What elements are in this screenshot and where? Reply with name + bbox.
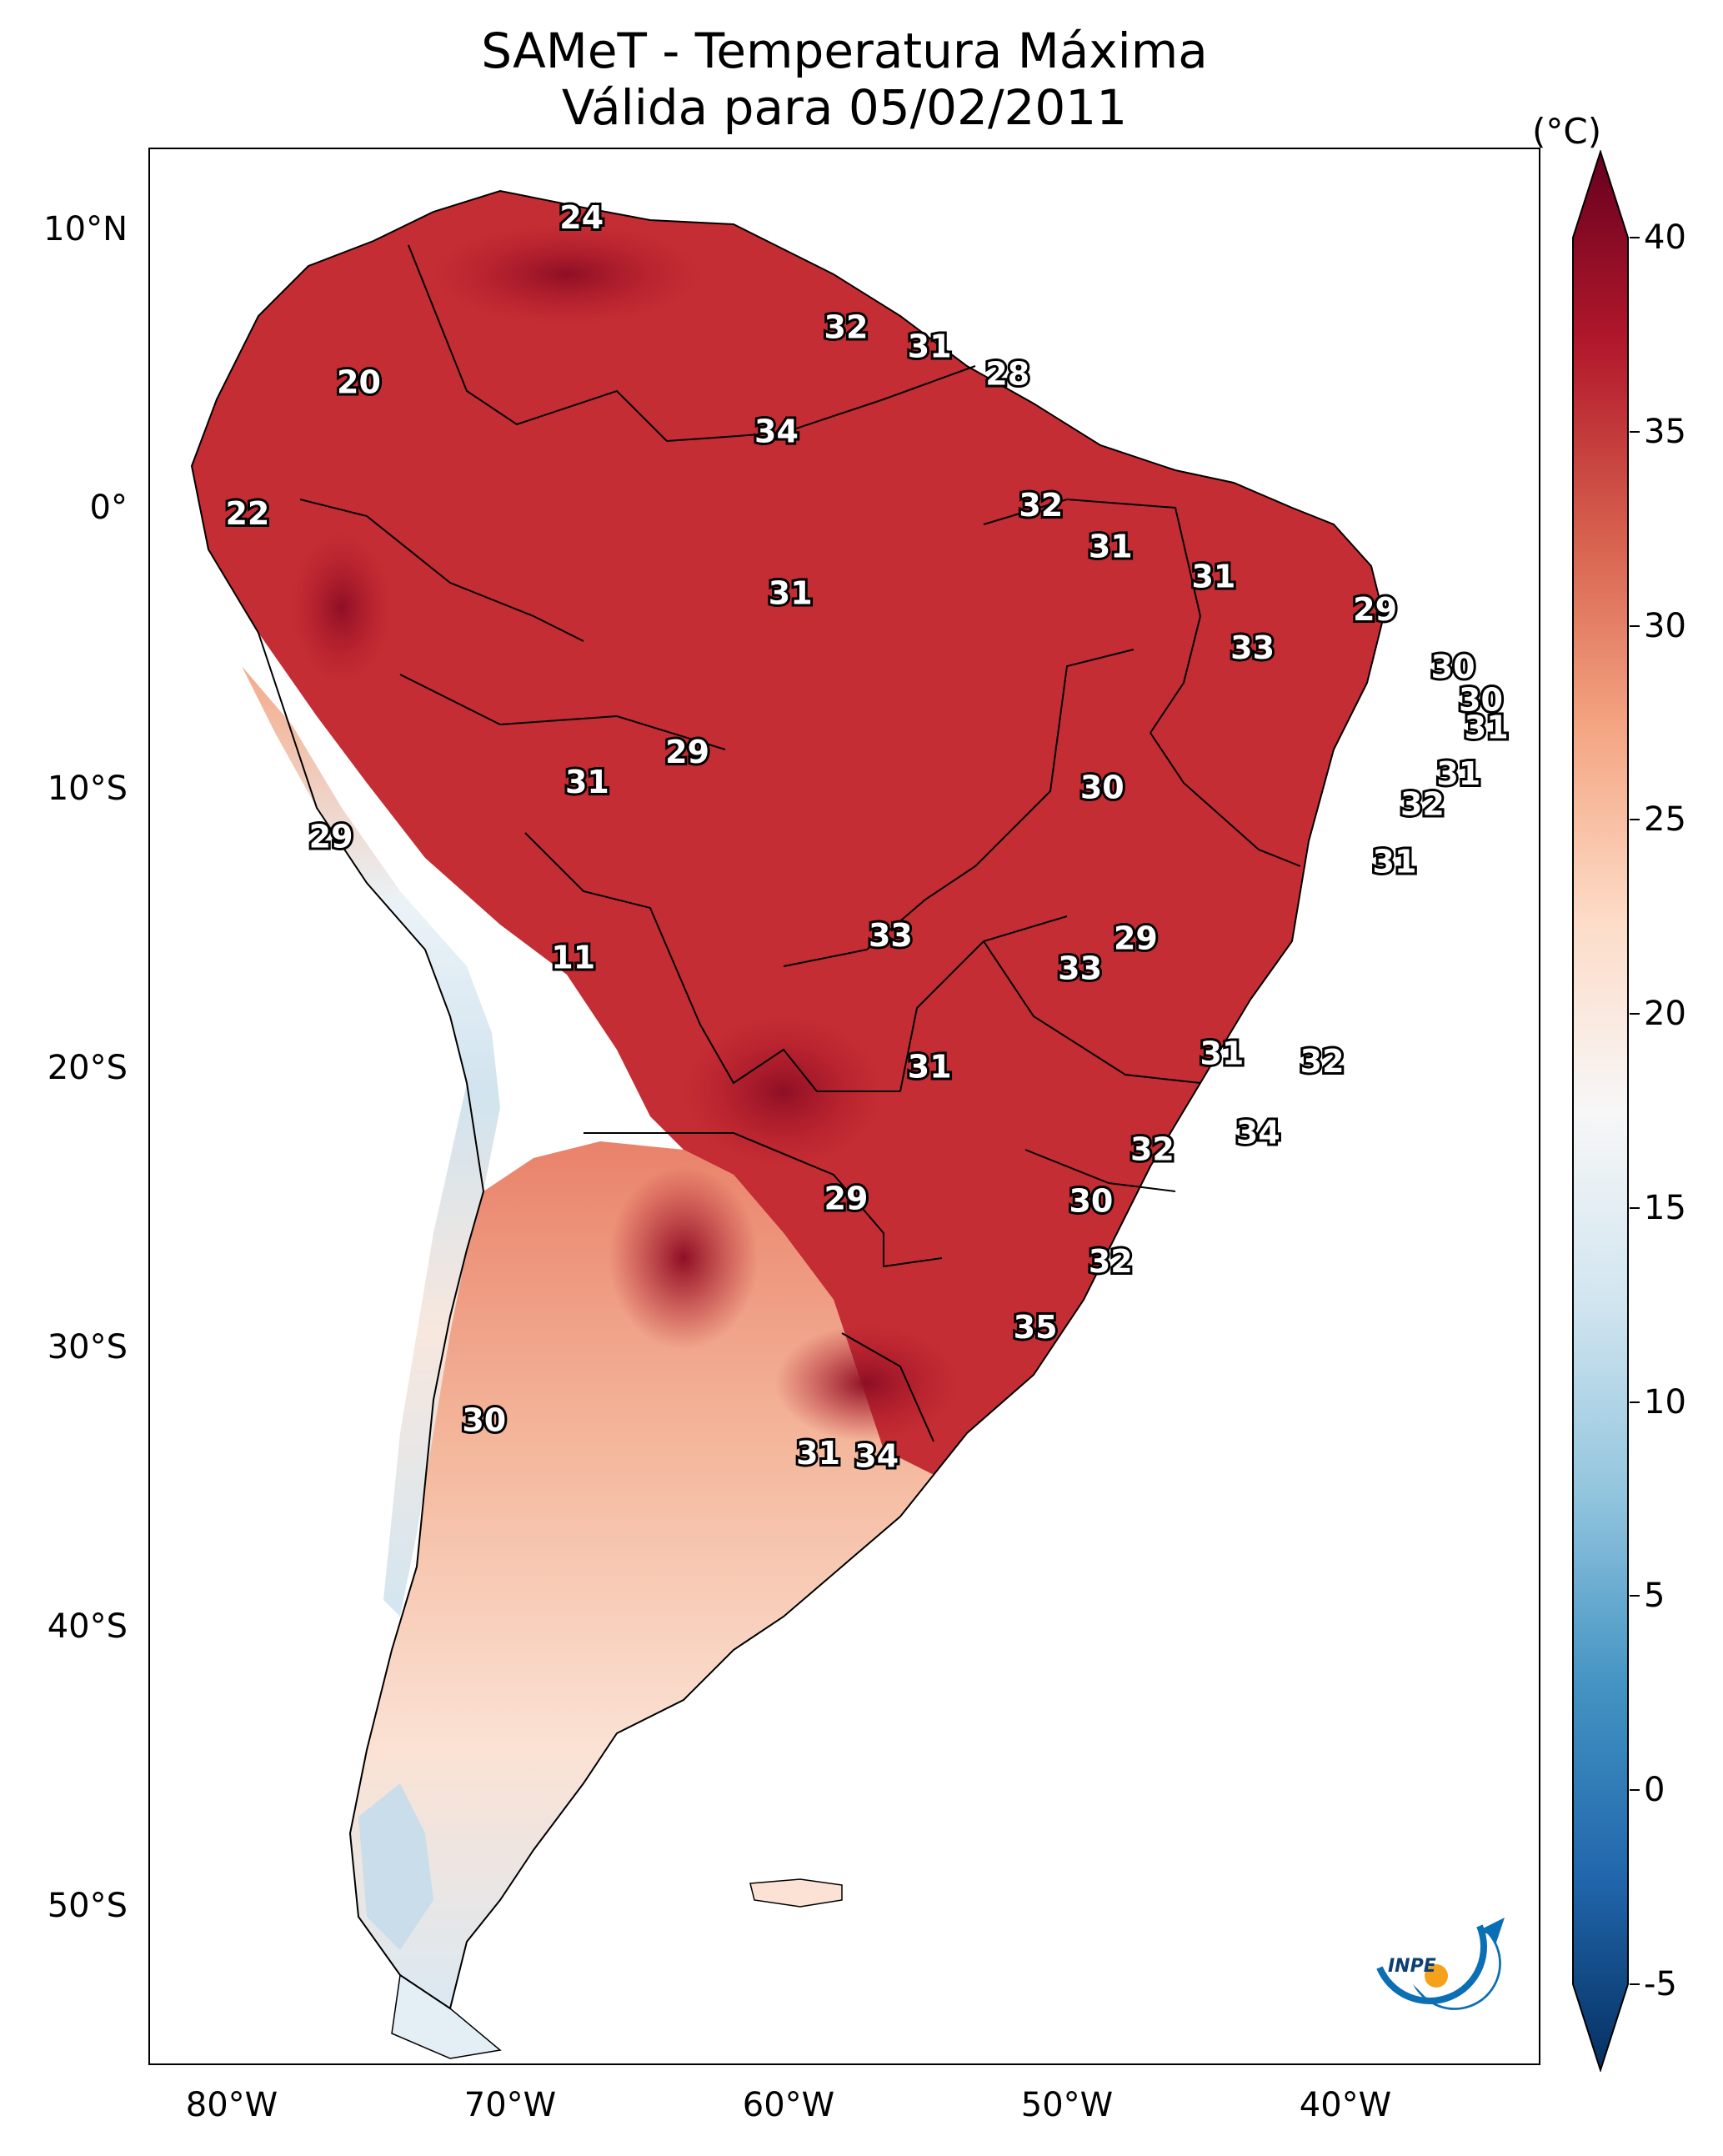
country-borders bbox=[190, 189, 1385, 2010]
lat-label-0: 0° bbox=[89, 489, 128, 527]
lat-label-20s: 20°S bbox=[47, 1049, 128, 1087]
station-value-label: 34 bbox=[754, 413, 799, 449]
colorbar-tick bbox=[1630, 430, 1640, 433]
station-value-label: 28 bbox=[985, 355, 1029, 392]
colorbar-tick-label: 40 bbox=[1644, 218, 1686, 257]
station-value-label: 31 bbox=[769, 574, 813, 611]
station-value-label: 31 bbox=[1436, 755, 1480, 792]
lon-label-50w: 50°W bbox=[1020, 2086, 1114, 2124]
map-title: SAMeT - Temperatura Máxima bbox=[481, 23, 1208, 79]
colorbar-tick bbox=[1630, 624, 1640, 627]
lat-label-10n: 10°N bbox=[43, 210, 128, 248]
colorbar-tick bbox=[1630, 1983, 1640, 1985]
station-value-label: 31 bbox=[1465, 709, 1509, 745]
colorbar-tick bbox=[1630, 819, 1640, 821]
station-value-label: 32 bbox=[824, 309, 869, 346]
inpe-logo: INPE bbox=[1376, 1918, 1505, 2010]
station-value-label: 31 bbox=[1089, 528, 1133, 564]
station-value-label: 32 bbox=[1089, 1243, 1133, 1280]
station-value-label: 11 bbox=[551, 939, 595, 975]
station-value-label: 32 bbox=[1300, 1043, 1345, 1080]
colorbar-tick-label: 0 bbox=[1644, 1771, 1665, 1810]
colorbar-tick bbox=[1630, 1789, 1640, 1792]
colorbar-tick bbox=[1630, 237, 1640, 238]
map-subtitle: Válida para 05/02/2011 bbox=[561, 79, 1128, 136]
station-value-label: 30 bbox=[1069, 1183, 1113, 1220]
lat-label-50s: 50°S bbox=[47, 1887, 128, 1925]
hot-core-peru bbox=[292, 533, 392, 683]
station-value-label: 30 bbox=[1431, 649, 1475, 685]
station-value-label: 33 bbox=[1058, 950, 1102, 986]
colorbar-tick-label: 30 bbox=[1644, 606, 1686, 645]
station-value-label: 29 bbox=[309, 819, 353, 855]
station-value-label: 32 bbox=[1400, 785, 1445, 822]
continent-north bbox=[192, 191, 1384, 1475]
colorbar-tick-label: 10 bbox=[1644, 1382, 1686, 1421]
station-value-label: 32 bbox=[1130, 1131, 1175, 1167]
station-value-label: 32 bbox=[1019, 487, 1063, 524]
lon-label-80w: 80°W bbox=[185, 2086, 278, 2124]
andes-cold-band bbox=[242, 666, 500, 1617]
inpe-logo-text: INPE bbox=[1388, 1956, 1436, 1977]
falkland-islands bbox=[749, 1878, 843, 1908]
hot-core-argentina bbox=[609, 1166, 759, 1350]
station-value-label: 31 bbox=[1191, 559, 1235, 595]
lon-label-70w: 70°W bbox=[463, 2086, 557, 2124]
colorbar-tick-label: 5 bbox=[1644, 1577, 1665, 1616]
hot-core-rio-grande bbox=[775, 1325, 959, 1442]
colorbar-tick bbox=[1630, 1401, 1640, 1403]
station-value-label: 31 bbox=[1373, 843, 1417, 880]
patagonia-cold bbox=[358, 1783, 433, 1950]
station-value-label: 24 bbox=[559, 199, 604, 236]
station-value-label: 33 bbox=[1230, 629, 1275, 666]
colorbar-tick-label: 20 bbox=[1644, 995, 1686, 1034]
colorbar-tick-label: 35 bbox=[1644, 412, 1686, 451]
lon-label-60w: 60°W bbox=[742, 2086, 835, 2124]
station-value-label: 30 bbox=[1459, 681, 1503, 718]
colorbar-unit-label: (°C) bbox=[1532, 111, 1602, 152]
station-value-label: 29 bbox=[1353, 591, 1397, 628]
station-value-label: 29 bbox=[824, 1180, 869, 1216]
colorbar-tick-label: 25 bbox=[1644, 800, 1686, 840]
station-value-label: 35 bbox=[1014, 1309, 1058, 1346]
colorbar-tick bbox=[1630, 1595, 1640, 1597]
colorbar-tick-label: 15 bbox=[1644, 1188, 1686, 1227]
colorbar-gradient bbox=[1572, 150, 1629, 2072]
hot-core-venezuela bbox=[433, 224, 700, 324]
lon-label-40w: 40°W bbox=[1299, 2086, 1392, 2124]
station-value-label: 31 bbox=[1200, 1035, 1244, 1071]
lat-label-40s: 40°S bbox=[47, 1607, 128, 1646]
colorbar bbox=[1572, 150, 1629, 2072]
station-value-label: 31 bbox=[565, 764, 609, 800]
station-value-label: 30 bbox=[462, 1402, 506, 1439]
station-value-label: 29 bbox=[1114, 920, 1158, 956]
station-value-label: 31 bbox=[908, 328, 952, 365]
station-value-label: 29 bbox=[665, 734, 709, 770]
station-value-label: 33 bbox=[869, 917, 913, 954]
station-value-label: 20 bbox=[337, 364, 381, 400]
station-value-label: 30 bbox=[1080, 770, 1124, 806]
station-value-label: 31 bbox=[796, 1435, 840, 1472]
colorbar-tick bbox=[1630, 1013, 1640, 1015]
station-value-label: 34 bbox=[854, 1437, 899, 1474]
lat-label-10s: 10°S bbox=[47, 770, 128, 808]
station-value-label: 34 bbox=[1236, 1115, 1280, 1151]
lat-label-30s: 30°S bbox=[47, 1328, 128, 1366]
colorbar-tick-label: -5 bbox=[1644, 1965, 1677, 2003]
hot-core-chaco bbox=[684, 1016, 884, 1166]
map-panel: 24 20 32 31 28 34 22 32 31 31 31 29 33 30 30 31 29 31 30 31… bbox=[148, 148, 1540, 2065]
station-value-label: 22 bbox=[225, 495, 269, 532]
colorbar-tick bbox=[1630, 1206, 1640, 1209]
station-value-label: 31 bbox=[908, 1049, 952, 1086]
